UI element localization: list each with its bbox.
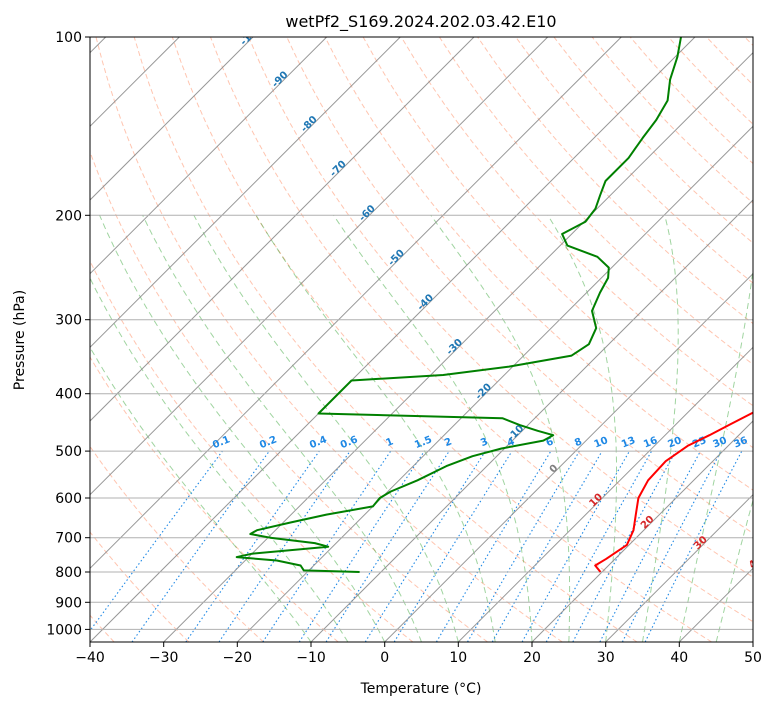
mixing-ratio-label: 8 bbox=[573, 436, 584, 449]
isotherm-line bbox=[310, 199, 753, 642]
mixing-ratio-label: 1 bbox=[384, 436, 395, 449]
y-tick-label: 900 bbox=[55, 595, 82, 611]
dry-adiabat-line bbox=[171, 37, 712, 642]
x-axis-label: Temperature (°C) bbox=[360, 681, 482, 697]
isotherm-line bbox=[457, 346, 753, 642]
sounding-series bbox=[235, 37, 753, 573]
isotherm-line bbox=[90, 37, 549, 496]
isotherm-line bbox=[90, 37, 254, 201]
mixing-ratio-label: 20 bbox=[666, 435, 683, 450]
x-tick-label: 50 bbox=[744, 650, 762, 666]
y-tick-label: 700 bbox=[55, 531, 82, 547]
mixing-ratio-line bbox=[218, 450, 351, 642]
y-tick-label: 300 bbox=[55, 313, 82, 329]
isotherm-line bbox=[90, 37, 696, 642]
moist-adiabat-line bbox=[333, 215, 533, 642]
mixing-ratio-line bbox=[393, 450, 513, 642]
mixing-ratio-label: 10 bbox=[593, 435, 610, 450]
dry-adiabat-line bbox=[515, 37, 753, 284]
temperature-profile bbox=[594, 411, 753, 573]
mixing-ratio-lines bbox=[90, 450, 743, 642]
x-tick-label: −40 bbox=[75, 650, 105, 666]
dry-adiabat-line bbox=[90, 150, 488, 642]
y-tick-label: 800 bbox=[55, 565, 82, 581]
x-tick-label: 0 bbox=[380, 650, 389, 666]
plot-frame bbox=[89, 36, 754, 643]
mixing-ratio-line bbox=[298, 450, 425, 642]
x-axis: −40 −30 −20 −10 0 10 20 30 40 50 bbox=[75, 642, 762, 666]
dry-adiabat-line bbox=[90, 356, 339, 642]
chart-title: wetPf2_S169.2024.202.03.42.E10 bbox=[285, 12, 556, 32]
isotherm-line bbox=[163, 51, 753, 642]
y-axis: 100 200 300 400 500 600 700 800 900 1000 bbox=[46, 30, 90, 638]
y-tick-label: 600 bbox=[55, 491, 82, 507]
moist-adiabat-line bbox=[547, 215, 617, 642]
mixing-ratio-label: 3 bbox=[479, 436, 490, 449]
mixing-ratio-line bbox=[131, 450, 270, 642]
mixing-ratio-label: 2 bbox=[443, 436, 454, 449]
x-tick-label: 20 bbox=[523, 650, 541, 666]
moist-adiabat-line bbox=[142, 215, 422, 642]
y-tick-label: 100 bbox=[55, 30, 82, 46]
x-tick-label: 10 bbox=[449, 650, 467, 666]
moist-adiabat-line bbox=[90, 346, 312, 642]
moist-adiabat-line bbox=[642, 215, 679, 642]
mixing-ratio-label: 6 bbox=[545, 436, 556, 449]
dry-adiabat-line bbox=[438, 37, 753, 366]
dry-adiabat-line bbox=[133, 37, 638, 642]
isotherm-line bbox=[384, 272, 753, 642]
isotherm-label: 40 bbox=[747, 553, 765, 571]
dry-adiabat-line bbox=[90, 445, 264, 642]
moist-adiabat-line bbox=[678, 266, 753, 642]
mixing-ratio-line bbox=[545, 450, 653, 642]
mixing-ratio-line bbox=[90, 450, 223, 632]
x-tick-label: 30 bbox=[597, 650, 615, 666]
dry-adiabat-line bbox=[210, 37, 753, 623]
y-tick-label: 500 bbox=[55, 444, 82, 460]
moist-adiabat-line bbox=[430, 215, 571, 642]
x-tick-label: −30 bbox=[149, 650, 179, 666]
dry-adiabat-line bbox=[248, 37, 753, 578]
plot-area: 0.10.20.40.611.52346810131620253036-100-… bbox=[90, 22, 765, 642]
isotherm-line bbox=[236, 125, 753, 642]
mixing-ratio-line bbox=[644, 450, 743, 642]
x-tick-label: −10 bbox=[296, 650, 326, 666]
mixing-ratio-line bbox=[262, 450, 392, 642]
mixing-ratio-label: 13 bbox=[620, 435, 637, 450]
mixing-ratio-label: 16 bbox=[642, 435, 659, 450]
isotherm-line bbox=[90, 37, 328, 275]
x-tick-label: 40 bbox=[670, 650, 688, 666]
mixing-ratio-label: 30 bbox=[712, 435, 729, 450]
mixing-ratio-label: 4 bbox=[506, 436, 517, 449]
dry-adiabat-line bbox=[95, 37, 563, 642]
isotherm-line bbox=[90, 37, 622, 570]
mixing-ratio-line bbox=[185, 450, 320, 642]
y-tick-label: 200 bbox=[55, 208, 82, 224]
dewpoint-profile bbox=[235, 37, 682, 573]
isotherm-line bbox=[90, 37, 475, 422]
mixing-ratio-line bbox=[521, 450, 630, 642]
y-tick-label: 1000 bbox=[46, 622, 82, 638]
dry-adiabat-line bbox=[324, 37, 753, 491]
dry-adiabat-line bbox=[90, 531, 190, 642]
x-tick-label: −20 bbox=[223, 650, 253, 666]
isotherms bbox=[90, 37, 753, 642]
dry-adiabat-line bbox=[400, 37, 753, 407]
isobar-gridlines bbox=[90, 37, 753, 630]
isotherm-line bbox=[90, 37, 401, 349]
mixing-ratio-label: 36 bbox=[732, 435, 749, 450]
y-axis-label: Pressure (hPa) bbox=[12, 290, 28, 390]
moist-adiabat-line bbox=[99, 215, 386, 642]
mixing-ratio-line bbox=[572, 450, 677, 642]
moist-adiabats bbox=[90, 215, 753, 642]
y-tick-label: 400 bbox=[55, 387, 82, 403]
moist-adiabat-line bbox=[193, 215, 459, 642]
isotherm-line bbox=[605, 493, 753, 642]
isotherm-label: -100 bbox=[238, 22, 264, 48]
mixing-ratio-line bbox=[325, 450, 450, 642]
isotherm-line bbox=[531, 420, 753, 642]
